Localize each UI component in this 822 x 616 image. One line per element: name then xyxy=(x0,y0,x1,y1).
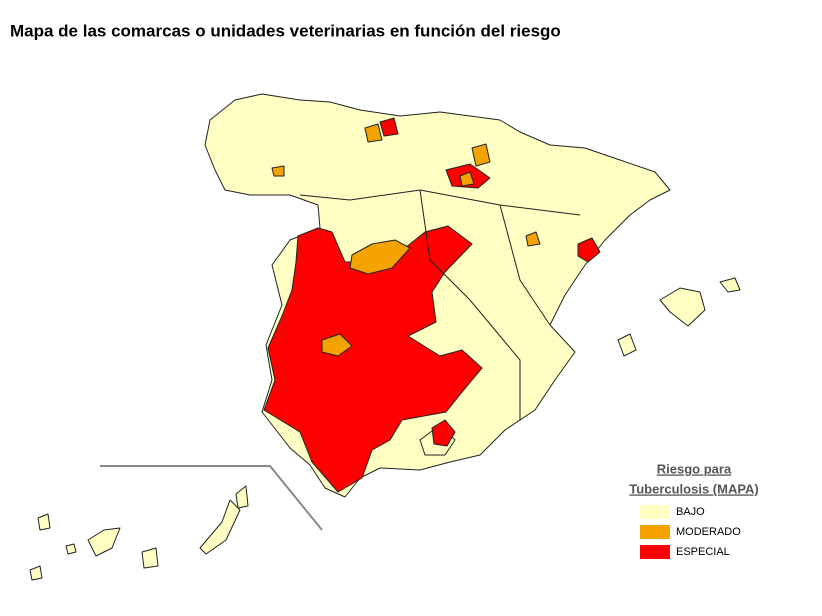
island xyxy=(29,565,43,581)
legend-label: ESPECIAL xyxy=(676,546,730,558)
moderate-zone xyxy=(271,165,285,177)
legend-swatch xyxy=(640,505,670,519)
island xyxy=(719,277,741,293)
island xyxy=(659,287,706,327)
title: Mapa de las comarcas o unidades veterina… xyxy=(10,21,561,40)
island xyxy=(87,527,121,557)
legend: Riesgo para Tuberculosis (MAPA) BAJO MODE… xyxy=(629,461,759,559)
high-risk-zone xyxy=(379,117,399,137)
legend-title: Tuberculosis (MAPA) xyxy=(629,481,759,496)
island xyxy=(199,499,241,555)
boundary xyxy=(419,189,521,420)
legend-label: MODERADO xyxy=(676,526,741,538)
moderate-zone xyxy=(321,333,353,357)
high-risk-zone xyxy=(577,237,601,263)
moderate-zone xyxy=(364,123,383,143)
boundary xyxy=(499,204,551,326)
island xyxy=(65,543,77,555)
island xyxy=(37,513,51,531)
moderate-zone xyxy=(459,171,475,187)
moderate-zone xyxy=(349,239,411,275)
inset-frame xyxy=(100,465,323,531)
legend-title: Riesgo para xyxy=(657,461,732,476)
moderate-zone xyxy=(471,143,491,167)
legend-label: BAJO xyxy=(676,506,705,518)
island xyxy=(141,547,159,569)
high-risk-pocket xyxy=(431,419,456,447)
island xyxy=(235,485,249,509)
moderate-zone xyxy=(525,231,541,247)
legend-swatch xyxy=(640,545,670,559)
island xyxy=(617,333,637,357)
legend-swatch xyxy=(640,525,670,539)
map xyxy=(29,93,741,581)
